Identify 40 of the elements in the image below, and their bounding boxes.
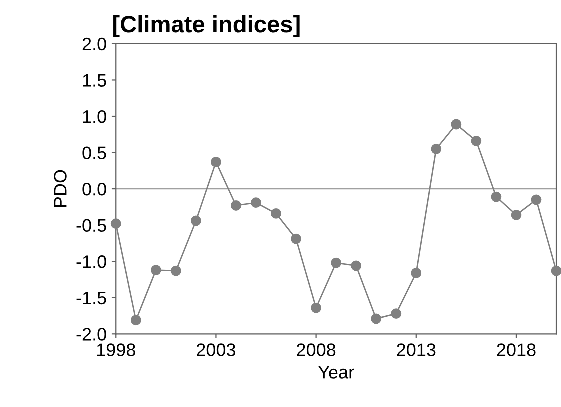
point <box>150 265 162 276</box>
point <box>211 157 222 168</box>
point <box>110 218 122 230</box>
point <box>130 315 142 326</box>
point <box>391 308 402 320</box>
x-tick-label: 2003 <box>197 344 236 356</box>
point <box>511 210 522 220</box>
x-tick-label: 2008 <box>297 344 336 356</box>
point <box>190 216 202 226</box>
x-axis-title: Year <box>318 366 354 379</box>
y-tick-label: 0.5 <box>82 146 106 160</box>
y-axis-title: PDO <box>54 170 67 208</box>
point <box>491 192 502 202</box>
point <box>471 136 482 146</box>
point <box>551 266 561 276</box>
y-tick-label: 0.0 <box>82 182 106 196</box>
y-tick-label: 1.5 <box>83 74 106 87</box>
y-tick-label: 2.0 <box>82 38 106 51</box>
y-tick-label: -2.0 <box>76 328 106 341</box>
point <box>231 200 242 211</box>
chart-title: [Climate indices] <box>114 15 300 38</box>
point <box>351 260 362 272</box>
x-tick-label: 1998 <box>97 344 136 356</box>
y-tick-label: -0.5 <box>76 219 106 232</box>
point <box>451 119 462 130</box>
point <box>531 194 542 206</box>
y-tick-label: -1.0 <box>76 256 106 268</box>
point <box>271 208 282 219</box>
x-tick-label: 2018 <box>497 344 536 356</box>
y-tick-label: -1.5 <box>76 292 106 305</box>
y-tick-label: 1.0 <box>83 110 106 124</box>
point <box>431 144 442 154</box>
point <box>411 268 422 278</box>
x-tick-label: 2013 <box>397 344 436 356</box>
point <box>331 258 342 268</box>
point <box>311 302 322 314</box>
point <box>371 314 382 324</box>
point <box>291 234 302 244</box>
point <box>251 198 262 208</box>
point <box>170 266 182 276</box>
